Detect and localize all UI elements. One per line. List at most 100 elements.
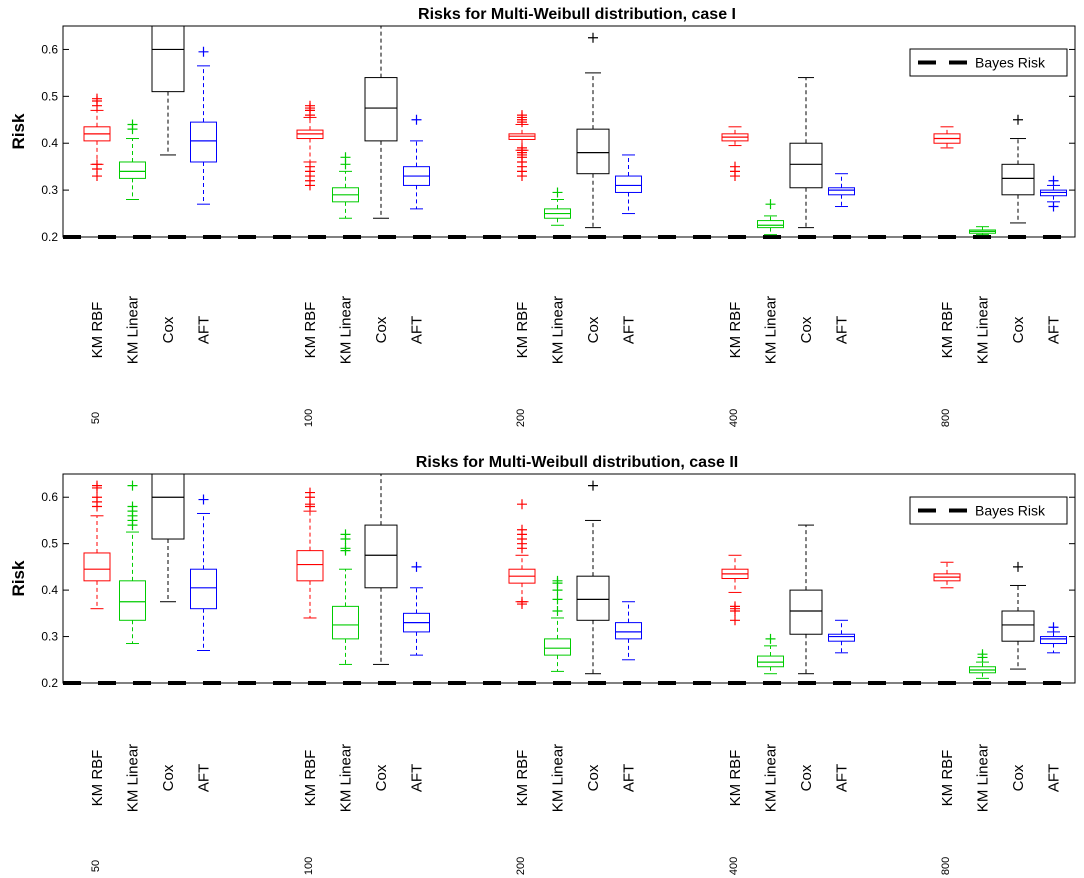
x-tick-label: KM Linear: [763, 296, 780, 364]
outlier-marker: [730, 615, 740, 626]
outlier-marker: [305, 100, 315, 111]
box-iqr: [151, 473, 185, 540]
outlier-marker: [305, 487, 315, 498]
box-iqr: [119, 580, 146, 621]
box-400-km-linear: [757, 633, 784, 675]
box-iqr: [190, 568, 217, 610]
x-tick-label: AFT: [834, 316, 851, 344]
box-iqr: [364, 77, 398, 142]
outlier-marker: [517, 596, 527, 607]
box-800-km-linear: [969, 649, 996, 679]
outlier-marker: [92, 93, 102, 104]
box-50-km-linear: [119, 480, 146, 645]
x-tick-label: KM RBF: [302, 750, 319, 807]
x-tick-label: KM RBF: [89, 750, 106, 807]
x-tick-label: KM RBF: [939, 750, 956, 807]
box-100-km-linear: [332, 152, 359, 219]
legend-label: Bayes Risk: [975, 55, 1046, 71]
x-tick-label: KM Linear: [550, 744, 567, 812]
box-800-cox: [1001, 114, 1035, 224]
box-400-cox: [789, 524, 823, 675]
x-tick-label: Cox: [373, 764, 390, 791]
x-tick-label: AFT: [621, 316, 638, 344]
box-100-cox: [364, 474, 398, 665]
box-100-cox: [364, 26, 398, 219]
box-800-km-linear: [969, 226, 996, 236]
legend-label: Bayes Risk: [975, 503, 1046, 519]
y-axis-label: Risk: [9, 113, 28, 149]
outlier-marker: [552, 187, 563, 198]
y-tick-label: 0.6: [41, 42, 58, 56]
box-800-km-rbf: [933, 126, 961, 149]
group-label: 100: [303, 409, 315, 427]
box-iqr: [789, 589, 823, 635]
x-tick-label: AFT: [409, 316, 426, 344]
box-50-km-rbf: [83, 480, 111, 610]
box-iqr: [1040, 636, 1067, 645]
outlier-marker: [127, 501, 138, 512]
y-tick-label: 0.4: [41, 583, 58, 597]
x-tick-label: KM Linear: [125, 296, 142, 364]
group-label: 200: [515, 409, 527, 427]
x-tick-label: AFT: [196, 316, 213, 344]
outlier-marker: [1048, 201, 1059, 212]
x-tick-label: KM Linear: [550, 296, 567, 364]
box-50-aft: [190, 46, 217, 205]
x-tick-label: KM RBF: [727, 302, 744, 359]
box-100-km-rbf: [296, 487, 324, 619]
x-tick-label: KM Linear: [975, 744, 992, 812]
group-label: 50: [90, 412, 102, 424]
y-tick-label: 0.2: [41, 230, 58, 244]
outlier-marker: [340, 152, 351, 163]
box-iqr: [190, 121, 217, 163]
box-iqr: [83, 552, 111, 582]
box-50-km-rbf: [83, 93, 111, 182]
y-tick-label: 0.4: [41, 136, 58, 150]
box-iqr: [615, 622, 642, 640]
box-200-cox: [576, 32, 610, 229]
box-50-cox: [151, 25, 185, 156]
group-label: 400: [728, 409, 740, 427]
box-100-aft: [403, 561, 430, 656]
box-iqr: [576, 575, 610, 621]
y-tick-label: 0.3: [41, 183, 58, 197]
x-tick-label: KM RBF: [939, 302, 956, 359]
outlier-marker: [730, 161, 740, 172]
box-400-km-rbf: [721, 554, 749, 626]
x-tick-label: KM RBF: [514, 302, 531, 359]
x-tick-label: KM Linear: [338, 744, 355, 812]
box-iqr: [615, 175, 642, 193]
box-400-aft: [828, 619, 855, 654]
outlier-marker: [1048, 622, 1059, 633]
x-tick-label: AFT: [834, 764, 851, 792]
x-tick-label: KM Linear: [763, 744, 780, 812]
box-400-km-linear: [757, 199, 784, 236]
group-label: 400: [728, 857, 740, 875]
box-iqr: [1001, 163, 1035, 196]
x-tick-label: Cox: [160, 316, 177, 343]
y-axis-label: Risk: [9, 560, 28, 596]
chart-panel-2: Risks for Multi-Weibull distribution, ca…: [9, 454, 1076, 875]
outlier-marker: [765, 633, 776, 644]
chart-panel-1: Risks for Multi-Weibull distribution, ca…: [9, 6, 1076, 427]
outlier-marker: [552, 606, 563, 617]
box-iqr: [1001, 610, 1035, 642]
y-tick-label: 0.3: [41, 630, 58, 644]
box-iqr: [789, 142, 823, 189]
x-tick-label: AFT: [621, 764, 638, 792]
box-iqr: [828, 633, 855, 642]
chart-title: Risks for Multi-Weibull distribution, ca…: [418, 6, 736, 23]
x-tick-label: AFT: [1046, 764, 1063, 792]
x-tick-label: KM Linear: [125, 744, 142, 812]
outlier-marker: [517, 499, 527, 510]
outlier-marker: [127, 119, 138, 130]
x-tick-label: Cox: [1010, 316, 1027, 343]
box-50-aft: [190, 494, 217, 651]
outlier-marker: [552, 594, 563, 605]
x-tick-label: AFT: [409, 764, 426, 792]
chart-title: Risks for Multi-Weibull distribution, ca…: [416, 454, 738, 471]
box-800-km-rbf: [933, 561, 961, 589]
x-tick-label: Cox: [373, 316, 390, 343]
box-iqr: [576, 128, 610, 175]
